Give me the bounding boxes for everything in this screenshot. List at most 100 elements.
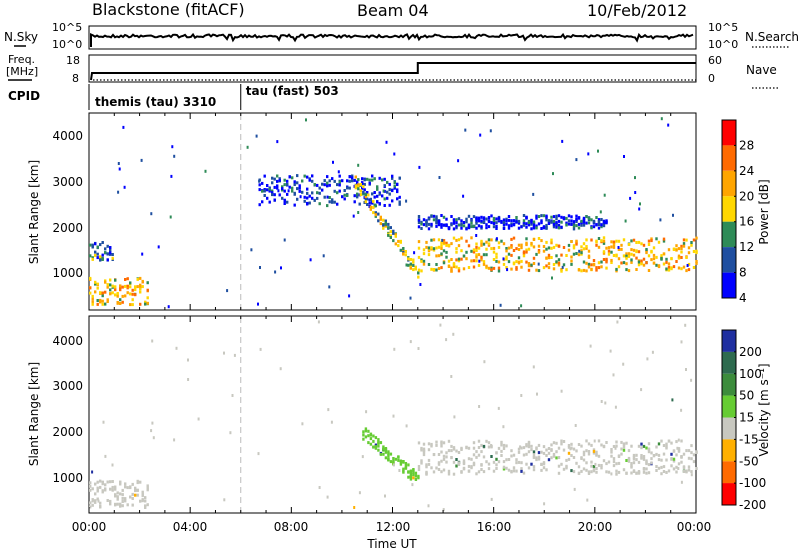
data-cell — [367, 429, 370, 433]
data-cell — [660, 472, 663, 476]
data-cell — [440, 459, 443, 463]
data-cell — [372, 211, 375, 215]
data-cell — [394, 233, 397, 237]
data-cell — [89, 481, 92, 485]
data-cell — [96, 286, 99, 290]
scatter-cell — [532, 192, 535, 196]
cpid-label: CPID — [8, 89, 40, 103]
data-cell — [487, 225, 491, 229]
data-cell — [470, 219, 473, 222]
scatter-cell — [330, 420, 333, 424]
data-cell — [655, 255, 658, 259]
scatter-cell — [117, 162, 120, 165]
data-cell — [677, 256, 681, 260]
data-cell — [585, 261, 588, 265]
data-cell — [602, 444, 606, 448]
data-cell — [445, 223, 448, 227]
scatter-cell — [353, 506, 356, 509]
data-cell — [510, 237, 513, 241]
data-cell — [647, 471, 651, 475]
data-cell — [146, 296, 149, 300]
power-panel — [88, 112, 698, 311]
data-cell — [442, 441, 446, 445]
data-cell — [675, 465, 678, 469]
data-cell — [141, 490, 144, 494]
data-cell — [101, 241, 104, 244]
data-cell — [682, 465, 686, 469]
data-cell — [480, 443, 483, 447]
data-cell — [625, 252, 628, 256]
data-cell — [667, 265, 671, 269]
scatter-cell — [629, 196, 632, 200]
scatter-cell — [197, 417, 200, 421]
data-cell — [507, 246, 511, 250]
data-cell — [557, 471, 561, 475]
data-cell — [600, 466, 603, 470]
data-cell — [582, 467, 586, 471]
data-cell — [109, 278, 112, 282]
data-cell — [480, 239, 483, 243]
power-ytick-4000: 4000 — [52, 129, 83, 143]
data-cell — [495, 457, 498, 461]
data-cell — [396, 197, 399, 201]
data-cell — [96, 299, 99, 302]
data-cell — [525, 444, 528, 448]
data-cell — [597, 266, 601, 270]
velocity-colorbar-swatch — [722, 395, 736, 418]
data-cell — [467, 457, 471, 461]
data-cell — [532, 455, 536, 459]
scatter-cell — [640, 388, 643, 392]
data-cell — [129, 495, 132, 499]
data-cell — [437, 462, 441, 466]
data-cell — [91, 297, 94, 301]
data-cell — [520, 265, 523, 269]
data-cell — [109, 499, 112, 503]
data-cell — [367, 193, 370, 197]
data-cell — [460, 249, 463, 253]
freq-strip-frame — [88, 54, 697, 83]
data-cell — [368, 201, 371, 205]
data-cell — [587, 216, 591, 220]
data-cell — [637, 240, 641, 244]
data-cell — [278, 193, 281, 197]
data-cell — [437, 267, 441, 270]
data-cell — [657, 466, 661, 470]
data-cell — [392, 457, 395, 460]
data-cell — [495, 451, 498, 455]
data-cell — [124, 294, 127, 298]
data-cell — [550, 246, 553, 250]
data-cell — [530, 444, 533, 448]
data-cell — [470, 236, 473, 240]
data-cell — [139, 302, 142, 306]
cpid-entry-2: tau (fast) 503 — [246, 84, 339, 98]
data-cell — [680, 256, 683, 259]
data-cell — [485, 226, 488, 230]
scatter-cell — [170, 174, 173, 178]
data-cell — [457, 238, 461, 242]
data-cell — [119, 286, 122, 290]
data-cell — [351, 179, 354, 183]
data-cell — [690, 470, 693, 474]
data-cell — [535, 268, 538, 272]
scatter-cell — [223, 498, 226, 502]
data-cell — [545, 226, 548, 230]
data-cell — [587, 450, 591, 453]
data-cell — [597, 226, 601, 230]
data-cell — [457, 217, 461, 221]
data-cell — [376, 194, 379, 198]
data-cell — [675, 470, 678, 474]
data-cell — [308, 194, 311, 198]
data-cell — [612, 460, 616, 464]
data-cell — [422, 252, 426, 256]
data-cell — [357, 178, 360, 182]
data-cell — [570, 469, 573, 473]
data-cell — [680, 267, 683, 271]
data-cell — [425, 463, 428, 467]
data-cell — [109, 283, 112, 287]
data-cell — [273, 198, 276, 202]
scatter-cell — [337, 170, 340, 174]
data-cell — [440, 441, 443, 445]
data-cell — [590, 218, 593, 222]
scatter-cell — [102, 420, 105, 424]
data-cell — [492, 220, 496, 224]
